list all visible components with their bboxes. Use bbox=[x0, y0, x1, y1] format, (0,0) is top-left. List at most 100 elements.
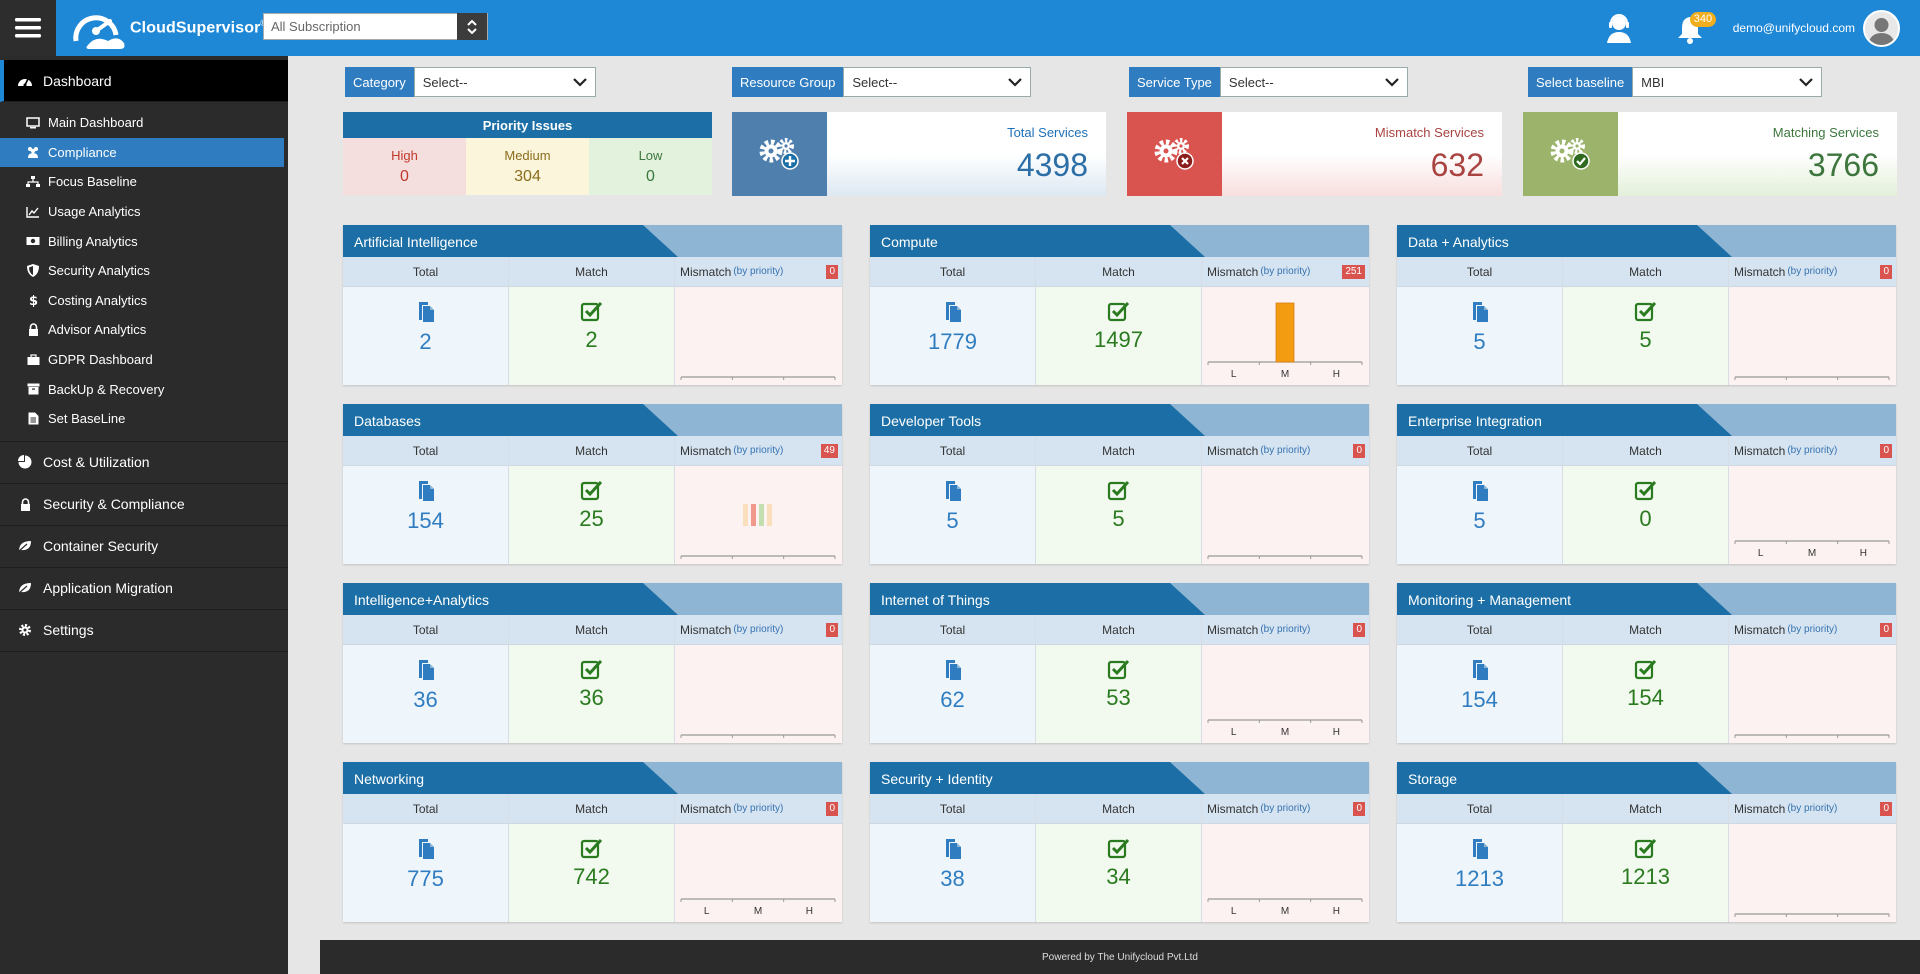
brand[interactable]: CloudSupervisor® bbox=[66, 5, 267, 51]
match-column[interactable]: Match 1497 bbox=[1036, 257, 1202, 385]
matching-services-card[interactable]: Matching Services 3766 bbox=[1523, 112, 1897, 196]
service-type-select[interactable]: Select-- bbox=[1219, 67, 1408, 97]
card-title: Monitoring + Management bbox=[1408, 592, 1572, 608]
match-column-header: Match bbox=[1563, 257, 1728, 287]
total-services-card[interactable]: Total Services 4398 bbox=[732, 112, 1106, 196]
total-column[interactable]: Total 1779 bbox=[870, 257, 1036, 385]
sidebar-section-container-security[interactable]: Container Security bbox=[0, 526, 288, 568]
sidebar-item-backup-recovery[interactable]: BackUp & Recovery bbox=[0, 374, 288, 404]
service-category-card[interactable]: Storage Total 1213 Match 1213 Mismatch (by pri… bbox=[1397, 762, 1896, 922]
card-title: Developer Tools bbox=[881, 413, 982, 429]
document-icon bbox=[945, 660, 961, 680]
service-category-card[interactable]: Data + Analytics Total 5 Match 5 Mismatch (by … bbox=[1397, 225, 1896, 385]
service-category-card[interactable]: Intelligence+Analytics Total 36 Match 36 Mism… bbox=[343, 583, 842, 743]
service-category-card[interactable]: Monitoring + Management Total 154 Match 154 M… bbox=[1397, 583, 1896, 743]
total-column[interactable]: Total 36 bbox=[343, 615, 509, 743]
sidebar-item-label: Costing Analytics bbox=[48, 292, 147, 308]
service-category-card[interactable]: Networking Total 775 Match 742 Mismatch (by pr… bbox=[343, 762, 842, 922]
sidebar-item-usage-analytics[interactable]: Usage Analytics bbox=[0, 197, 288, 227]
mismatch-column[interactable]: Mismatch (by priority) 0 L M H bbox=[1729, 436, 1896, 564]
priority-high[interactable]: High 0 bbox=[343, 138, 466, 195]
baseline-filter: Select baseline MBI bbox=[1528, 67, 1823, 97]
service-category-card[interactable]: Compute Total 1779 Match 1497 Mismatch (by pri… bbox=[870, 225, 1369, 385]
match-column[interactable]: Match 154 bbox=[1563, 615, 1729, 743]
mismatch-column[interactable]: Mismatch (by priority) 0 bbox=[675, 257, 842, 385]
resource-group-select[interactable]: Select-- bbox=[843, 67, 1032, 97]
mismatch-column[interactable]: Mismatch (by priority) 0 L M H bbox=[1202, 615, 1369, 743]
chart-tick-label: M bbox=[1281, 727, 1289, 738]
match-column[interactable]: Match 53 bbox=[1036, 615, 1202, 743]
menu-toggle-button[interactable] bbox=[0, 0, 56, 56]
user-email[interactable]: demo@unifycloud.com bbox=[1732, 21, 1855, 35]
match-column[interactable]: Match 25 bbox=[509, 436, 675, 564]
card-header: Compute bbox=[870, 225, 1369, 257]
service-category-card[interactable]: Internet of Things Total 62 Match 53 Mismatch… bbox=[870, 583, 1369, 743]
sidebar-section-security-compliance[interactable]: Security & Compliance bbox=[0, 484, 288, 526]
total-column[interactable]: Total 775 bbox=[343, 794, 509, 922]
mismatch-column[interactable]: Mismatch (by priority) 0 bbox=[1729, 615, 1896, 743]
sidebar-item-costing-analytics[interactable]: $ Costing Analytics bbox=[0, 286, 288, 316]
line-chart-icon bbox=[25, 206, 41, 218]
card-title: Networking bbox=[354, 771, 425, 787]
support-agent-icon[interactable] bbox=[1603, 12, 1635, 44]
mismatch-column[interactable]: Mismatch (by priority) 0 bbox=[1729, 257, 1896, 385]
match-column[interactable]: Match 2 bbox=[509, 257, 675, 385]
mismatch-column[interactable]: Mismatch (by priority) 0 L M H bbox=[675, 794, 842, 922]
sidebar-section-application-migration[interactable]: Application Migration bbox=[0, 568, 288, 610]
chart-tick-label: H bbox=[1333, 369, 1340, 380]
sidebar-item-advisor-analytics[interactable]: Advisor Analytics bbox=[0, 315, 288, 345]
match-column[interactable]: Match 5 bbox=[1563, 257, 1729, 385]
total-column[interactable]: Total 38 bbox=[870, 794, 1036, 922]
match-column[interactable]: Match 0 bbox=[1563, 436, 1729, 564]
total-column[interactable]: Total 1213 bbox=[1397, 794, 1563, 922]
service-category-card[interactable]: Enterprise Integration Total 5 Match 0 Mismat… bbox=[1397, 404, 1896, 564]
shield-icon bbox=[25, 264, 41, 278]
sidebar-section-cost-utilization[interactable]: Cost & Utilization bbox=[0, 442, 288, 484]
mismatch-column[interactable]: Mismatch (by priority) 0 L M H bbox=[1202, 794, 1369, 922]
subscription-select[interactable]: All Subscription bbox=[263, 13, 488, 40]
mismatch-column[interactable]: Mismatch (by priority) 0 bbox=[1202, 436, 1369, 564]
priority-low[interactable]: Low 0 bbox=[589, 138, 712, 195]
match-column[interactable]: Match 5 bbox=[1036, 436, 1202, 564]
notifications-button[interactable]: 340 bbox=[1675, 11, 1717, 45]
category-select[interactable]: Select-- bbox=[413, 67, 596, 97]
service-category-card[interactable]: Databases Total 154 Match 25 Mismatch (by prio… bbox=[343, 404, 842, 564]
match-column[interactable]: Match 1213 bbox=[1563, 794, 1729, 922]
sidebar-item-focus-baseline[interactable]: Focus Baseline bbox=[0, 167, 288, 197]
sidebar-item-set-baseline[interactable]: Set BaseLine bbox=[0, 404, 288, 434]
match-column[interactable]: Match 34 bbox=[1036, 794, 1202, 922]
mismatch-column[interactable]: Mismatch (by priority) 0 bbox=[1729, 794, 1896, 922]
sidebar-item-compliance[interactable]: Compliance bbox=[0, 137, 284, 168]
match-column[interactable]: Match 36 bbox=[509, 615, 675, 743]
total-column[interactable]: Total 5 bbox=[1397, 436, 1563, 564]
chart-bar[interactable] bbox=[1275, 302, 1295, 363]
sidebar-item-main-dashboard[interactable]: Main Dashboard bbox=[0, 108, 288, 138]
subscription-toggle[interactable] bbox=[457, 13, 487, 40]
sidebar-item-label: GDPR Dashboard bbox=[48, 352, 153, 368]
sidebar-item-gdpr-dashboard[interactable]: GDPR Dashboard bbox=[0, 345, 288, 375]
match-column[interactable]: Match 742 bbox=[509, 794, 675, 922]
total-column[interactable]: Total 154 bbox=[343, 436, 509, 564]
total-column[interactable]: Total 2 bbox=[343, 257, 509, 385]
mismatch-column[interactable]: Mismatch (by priority) 251 L M H bbox=[1202, 257, 1369, 385]
service-category-card[interactable]: Artificial Intelligence Total 2 Match 2 Misma… bbox=[343, 225, 842, 385]
service-category-card[interactable]: Security + Identity Total 38 Match 34 Mismatc… bbox=[870, 762, 1369, 922]
total-column[interactable]: Total 154 bbox=[1397, 615, 1563, 743]
sidebar-item-billing-analytics[interactable]: Billing Analytics bbox=[0, 226, 288, 256]
baseline-select[interactable]: MBI bbox=[1632, 67, 1823, 97]
leaf-icon bbox=[16, 540, 34, 552]
service-category-card[interactable]: Developer Tools Total 5 Match 5 Mismatch (by p… bbox=[870, 404, 1369, 564]
avatar[interactable] bbox=[1863, 9, 1900, 47]
total-column[interactable]: Total 62 bbox=[870, 615, 1036, 743]
total-value: 1213 bbox=[1455, 866, 1504, 891]
mismatch-column[interactable]: Mismatch (by priority) 49 bbox=[675, 436, 842, 564]
mismatch-label: Mismatch bbox=[1734, 801, 1786, 816]
mismatch-column[interactable]: Mismatch (by priority) 0 bbox=[675, 615, 842, 743]
priority-medium[interactable]: Medium 304 bbox=[466, 138, 589, 195]
total-column[interactable]: Total 5 bbox=[870, 436, 1036, 564]
total-column[interactable]: Total 5 bbox=[1397, 257, 1563, 385]
sidebar-item-security-analytics[interactable]: Security Analytics bbox=[0, 256, 288, 286]
sidebar-section-dashboard[interactable]: Dashboard bbox=[0, 60, 288, 102]
sidebar-section-settings[interactable]: Settings bbox=[0, 610, 288, 652]
mismatch-services-card[interactable]: Mismatch Services 632 bbox=[1127, 112, 1502, 196]
